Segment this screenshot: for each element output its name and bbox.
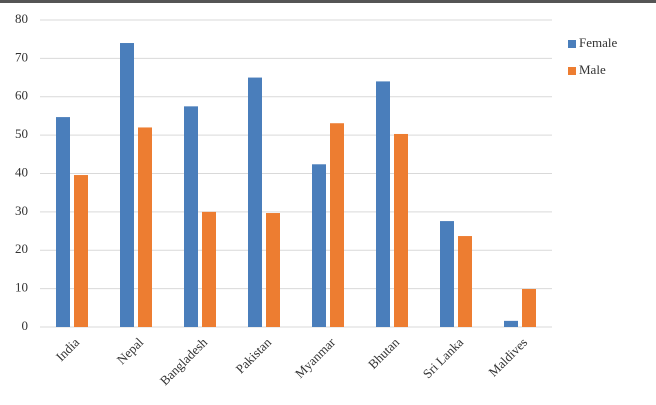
legend-label: Male — [579, 62, 606, 77]
y-tick-label: 10 — [15, 280, 28, 295]
bar — [74, 175, 88, 327]
legend-label: Female — [579, 35, 617, 50]
bar — [458, 236, 472, 327]
x-tick-label: India — [53, 334, 83, 364]
bar — [376, 81, 390, 328]
y-tick-label: 0 — [22, 318, 29, 333]
bar — [184, 106, 198, 327]
y-tick-label: 80 — [15, 11, 28, 26]
x-tick-label: Bhutan — [365, 334, 403, 372]
bar — [120, 43, 134, 328]
bar — [312, 164, 326, 327]
x-tick-label: Maldives — [485, 335, 530, 380]
bar — [202, 211, 216, 327]
legend-swatch — [568, 40, 576, 48]
x-tick-label: Pakistan — [232, 334, 274, 376]
bar — [266, 213, 280, 327]
y-tick-label: 20 — [15, 241, 28, 256]
bar — [394, 133, 408, 327]
bar — [504, 320, 518, 327]
bar — [248, 77, 262, 327]
y-tick-label: 30 — [15, 203, 28, 218]
y-tick-label: 50 — [15, 126, 28, 141]
bar — [56, 117, 70, 328]
y-tick-label: 60 — [15, 88, 28, 103]
x-tick-label: Bangladesh — [157, 334, 211, 388]
x-tick-label: Myanmar — [292, 334, 339, 381]
y-tick-label: 40 — [15, 164, 28, 179]
bar — [440, 221, 454, 327]
bar — [138, 127, 152, 327]
top-border — [0, 0, 656, 3]
legend-swatch — [568, 67, 576, 75]
x-tick-label: Sri Lanka — [420, 334, 467, 381]
y-tick-label: 70 — [15, 49, 28, 64]
bar — [522, 289, 536, 327]
bar — [330, 123, 344, 327]
x-tick-label: Nepal — [114, 334, 147, 367]
